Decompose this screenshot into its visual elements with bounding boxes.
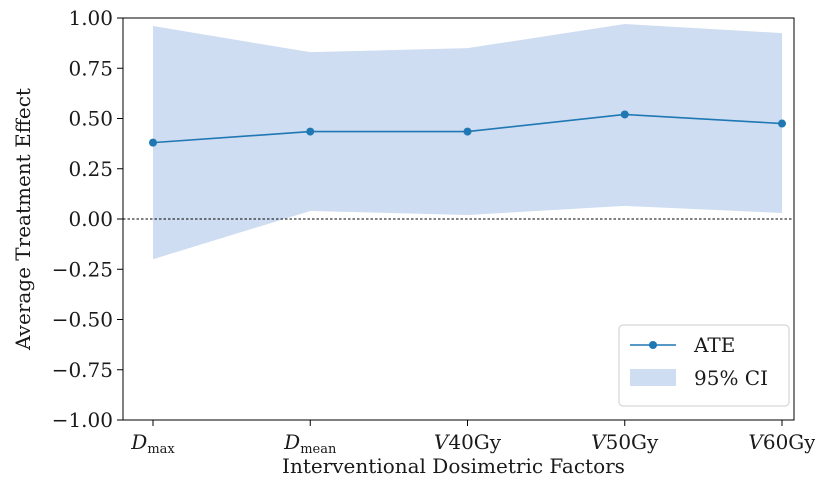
y-tick-label: −0.50 (52, 308, 113, 332)
y-axis-title: Average Treatment Effect (11, 88, 35, 351)
x-tick-label: Dmean (283, 430, 337, 457)
x-tick-label: V40Gy (434, 430, 502, 454)
ate-point (306, 127, 315, 136)
y-axis: 1.00 0.75 0.50 0.25 0.00 −0.25 −0.50 −0.75 −1.00 (52, 6, 123, 432)
legend-ate-label: ATE (693, 333, 735, 357)
ate-point (778, 119, 786, 128)
ate-point (149, 138, 157, 147)
legend-ate-marker (649, 341, 657, 349)
y-tick-label: 0.25 (68, 157, 113, 181)
ate-point (463, 127, 472, 136)
legend-ci-label: 95% CI (694, 366, 768, 390)
y-tick-label: −0.25 (52, 257, 113, 281)
legend-ci-swatch (630, 369, 676, 386)
x-tick-label: V60Gy (748, 430, 815, 454)
ate-series-layer (149, 110, 786, 147)
ate-point (620, 110, 629, 119)
x-tick-label: Dmax (130, 430, 175, 457)
legend: ATE 95% CI (618, 324, 790, 407)
x-tick-label: V50Gy (591, 430, 659, 454)
y-tick-label: −0.75 (52, 358, 113, 382)
y-tick-label: −1.00 (52, 408, 113, 432)
y-tick-label: 0.75 (68, 56, 113, 80)
ci-band-layer (153, 24, 782, 260)
y-tick-label: 0.00 (68, 207, 113, 231)
x-axis-title: Interventional Dosimetric Factors (282, 454, 625, 478)
x-axis: Dmax Dmean V40Gy V50Gy V60Gy (130, 420, 815, 457)
y-tick-label: 0.50 (68, 107, 113, 131)
y-tick-label: 1.00 (68, 6, 113, 30)
ci-band (153, 24, 782, 260)
